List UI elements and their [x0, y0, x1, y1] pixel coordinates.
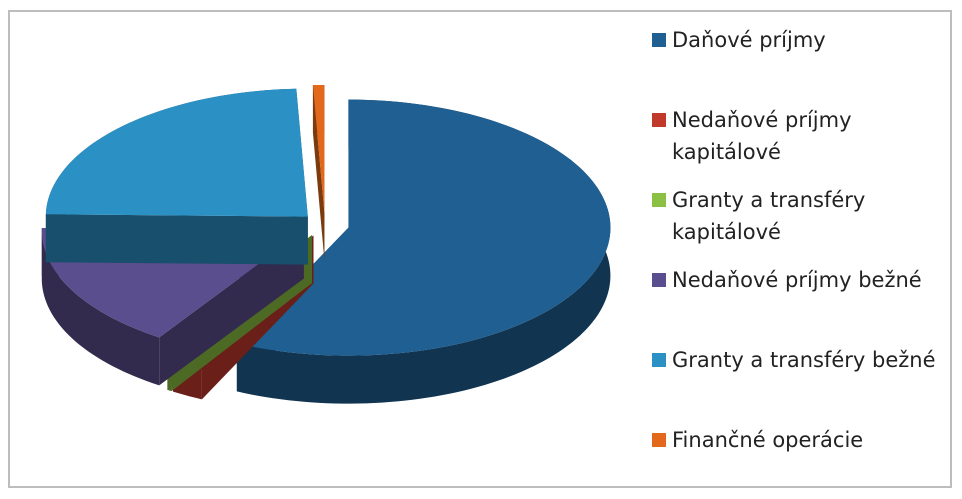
- legend-label: Nedaňové príjmy kapitálové: [672, 108, 852, 164]
- legend-swatch: [652, 433, 666, 447]
- legend-label: Granty a transféry bežné: [672, 348, 936, 372]
- pie-slice: [312, 85, 325, 214]
- legend-label: Daňové príjmy: [672, 28, 826, 52]
- legend-swatch: [652, 273, 666, 287]
- chart-frame: [8, 10, 952, 488]
- legend-item: Nedaňové príjmy kapitálové: [652, 104, 937, 168]
- legend-swatch: [652, 33, 666, 47]
- legend-item: Finančné operácie: [652, 424, 937, 456]
- legend-label: Granty a transféry kapitálové: [672, 188, 866, 244]
- pie-slice: [236, 99, 611, 356]
- legend-swatch: [652, 113, 666, 127]
- legend-swatch: [652, 193, 666, 207]
- legend-item: Granty a transféry bežné: [652, 344, 937, 376]
- pie-area: [41, 85, 611, 404]
- legend-item: Nedaňové príjmy bežné: [652, 264, 937, 296]
- legend-item: Granty a transféry kapitálové: [652, 184, 937, 248]
- pie-slice: [45, 88, 308, 217]
- slice-side: [45, 214, 308, 265]
- legend-item: Daňové príjmy: [652, 24, 937, 56]
- slice-side: [41, 228, 160, 386]
- legend-swatch: [652, 353, 666, 367]
- legend-label: Nedaňové príjmy bežné: [672, 268, 922, 292]
- legend-label: Finančné operácie: [672, 428, 864, 452]
